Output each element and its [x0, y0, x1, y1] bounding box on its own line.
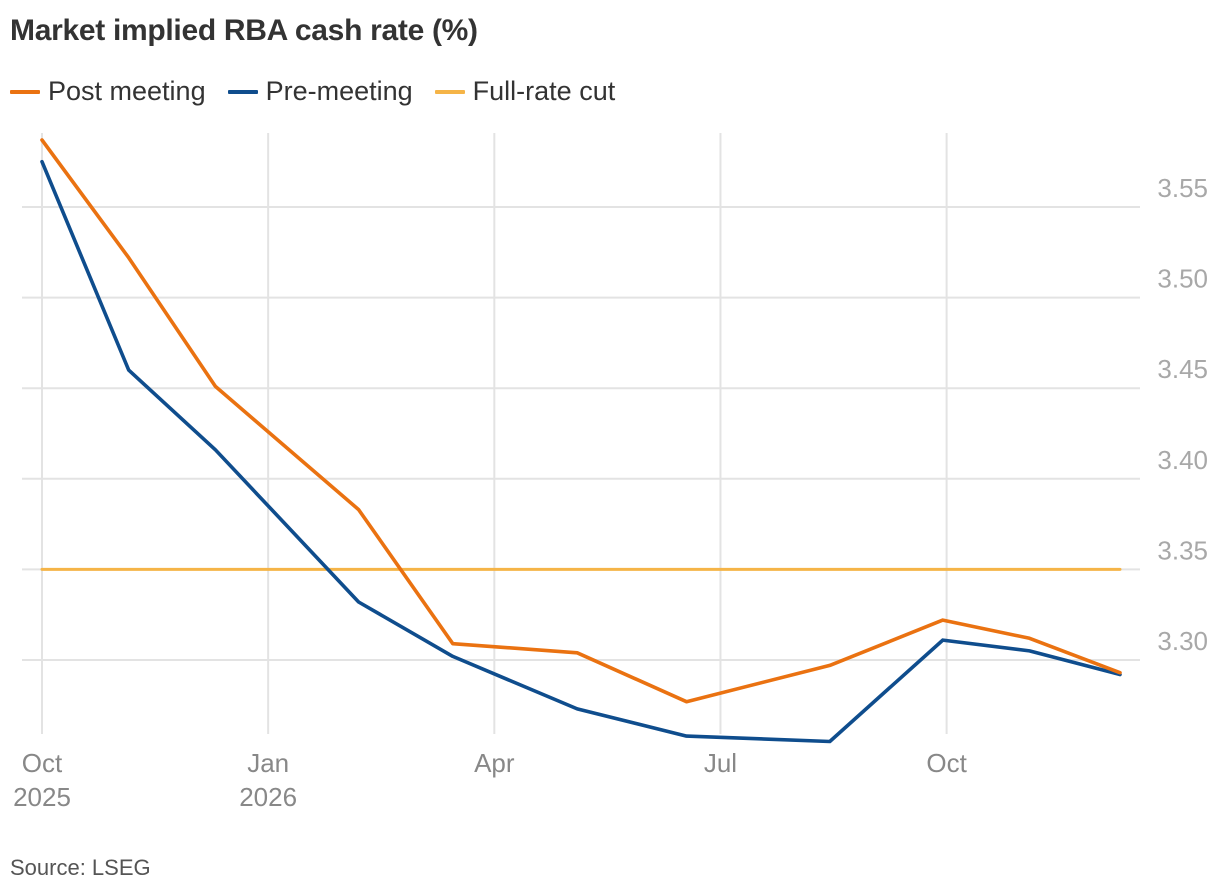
legend-label-full-rate-cut: Full-rate cut [472, 76, 616, 106]
y-tick-label: 3.55 [1157, 173, 1208, 203]
source-note: Source: LSEG [10, 855, 151, 880]
x-tick-label: Jan [247, 748, 289, 778]
y-tick-label: 3.45 [1157, 354, 1208, 384]
series-line-post-meeting [40, 138, 1122, 704]
legend-swatch-pre-meeting [227, 89, 258, 94]
series-line-pre-meeting [40, 159, 1122, 744]
x-tick-label: Oct [926, 748, 967, 778]
x-axis: Oct 2025 Jan 2026 Apr Jul Oct [13, 748, 968, 812]
legend-swatch-post-meeting [10, 89, 40, 94]
legend-item-pre-meeting: Pre-meeting [227, 76, 413, 107]
y-tick-label: 3.40 [1157, 445, 1208, 475]
y-tick-label: 3.30 [1157, 626, 1208, 656]
x-tick-label: Apr [474, 748, 515, 778]
legend-swatch-full-rate-cut [434, 89, 465, 94]
x-tick-label-year: 2026 [239, 782, 297, 812]
x-tick-label: Jul [704, 748, 737, 778]
chart-title: Market implied RBA cash rate (%) [10, 14, 478, 47]
legend-item-full-rate-cut: Full-rate cut [434, 76, 616, 107]
legend-label-pre-meeting: Pre-meeting [265, 76, 413, 106]
legend-item-post-meeting: Post meeting [10, 76, 206, 107]
x-tick-label: Oct [22, 748, 63, 778]
x-tick-label-year: 2025 [13, 782, 71, 812]
series-layer [40, 138, 1122, 744]
y-tick-label: 3.50 [1157, 264, 1208, 294]
y-axis: 3.30 3.35 3.40 3.45 3.50 3.55 [1157, 173, 1208, 656]
legend-label-post-meeting: Post meeting [48, 76, 206, 106]
legend: Post meeting Pre-meeting Full-rate cut [10, 76, 615, 107]
y-tick-label: 3.35 [1157, 535, 1208, 565]
